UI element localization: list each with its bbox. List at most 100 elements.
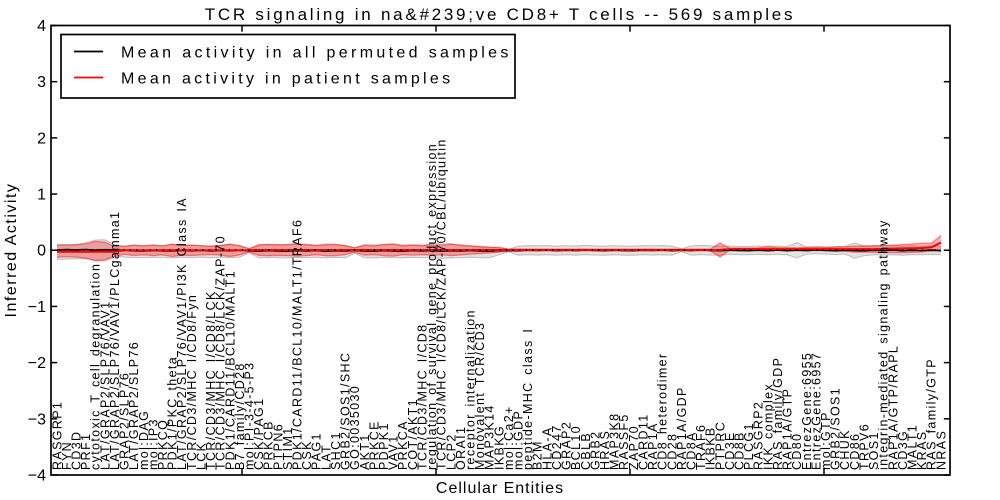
svg-text:mol:GDP: mol:GDP (512, 410, 526, 470)
svg-text:CARD11: CARD11 (636, 414, 650, 471)
svg-text:CD247: CD247 (550, 424, 564, 470)
svg-text:TCR/CD3/MHC I/CD8/LCK/ZAP-70/C: TCR/CD3/MHC I/CD8/LCK/ZAP-70/CBL/ubiquit… (435, 138, 449, 470)
svg-text:GRB2: GRB2 (588, 431, 602, 470)
svg-text:RAP1A/GDP: RAP1A/GDP (675, 386, 689, 470)
svg-text:LAT: LAT (319, 444, 333, 470)
svg-text:−4: −4 (28, 467, 46, 484)
svg-text:RASGRP2: RASGRP2 (752, 401, 766, 470)
svg-text:Monovalent TCR/CD3: Monovalent TCR/CD3 (473, 322, 487, 470)
svg-text:mol:IP3: mol:IP3 (146, 418, 160, 470)
svg-text:PRKCE: PRKCE (367, 420, 381, 470)
svg-text:RAS family/GDP: RAS family/GDP (771, 357, 785, 470)
svg-text:mol:GTP: mol:GTP (819, 411, 833, 470)
svg-text:3: 3 (37, 74, 46, 91)
svg-text:MAP3K14: MAP3K14 (483, 404, 497, 470)
svg-text:TCR/CD3/MHC I/CD8/LCK: TCR/CD3/MHC I/CD8/LCK (204, 290, 218, 470)
svg-text:PTPRC: PTPRC (713, 421, 727, 470)
svg-text:TCR/CD3/MHC I/CD8: TCR/CD3/MHC I/CD8 (415, 324, 429, 470)
svg-text:GRAP2/SLP76: GRAP2/SLP76 (118, 372, 132, 470)
svg-text:TCR/CD3/MHC I/CD8/LCK/ZAP-70: TCR/CD3/MHC I/CD8/LCK/ZAP-70 (214, 235, 228, 470)
svg-text:KRAS: KRAS (915, 431, 929, 470)
svg-text:CSK/PAG1: CSK/PAG1 (252, 398, 266, 470)
svg-text:TRAF6: TRAF6 (694, 424, 708, 470)
svg-text:LAT/GRAP2/SLP76/VAV1: LAT/GRAP2/SLP76/VAV1 (98, 301, 112, 470)
svg-text:FYN: FYN (60, 441, 74, 470)
svg-text:B2M: B2M (531, 440, 545, 470)
svg-text:PRKCB: PRKCB (262, 420, 276, 470)
svg-text:integrin-mediated signaling pa: integrin-mediated signaling pathway (877, 219, 891, 470)
svg-text:CHUK: CHUK (838, 429, 852, 470)
svg-text:VAV1: VAV1 (387, 434, 401, 470)
svg-text:IKBKB: IKBKB (704, 426, 718, 470)
svg-text:regulation of survival gene pr: regulation of survival gene product expr… (425, 143, 439, 470)
svg-text:LCP2: LCP2 (444, 433, 458, 470)
svg-text:MALT1: MALT1 (906, 424, 920, 470)
svg-text:ORAI1: ORAI1 (454, 426, 468, 470)
svg-text:RAP1A: RAP1A (646, 422, 660, 470)
svg-text:BCL10: BCL10 (569, 425, 583, 470)
svg-text:Mean activity in all permuted: Mean activity in all permuted samples (121, 45, 512, 62)
svg-text:CD80: CD80 (790, 433, 804, 470)
svg-text:ZAP70: ZAP70 (627, 425, 641, 470)
svg-text:−3: −3 (28, 411, 46, 428)
svg-text:Inferred Activity: Inferred Activity (3, 183, 20, 318)
svg-text:PDPK1: PDPK1 (377, 422, 391, 470)
svg-text:TRPV6: TRPV6 (857, 423, 871, 470)
svg-text:CD28: CD28 (665, 433, 679, 470)
svg-text:mol:DAG: mol:DAG (137, 410, 151, 470)
svg-text:−2: −2 (28, 355, 46, 372)
svg-text:CBLB: CBLB (579, 432, 593, 470)
svg-text:LAT/GRAP2/SLP76: LAT/GRAP2/SLP76 (127, 341, 141, 470)
svg-text:PDK1/CARD11/BCL10/MALT1: PDK1/CARD11/BCL10/MALT1 (223, 270, 237, 470)
svg-text:LAT/GRAP2/SLP76/VAV1/PI3K Clas: LAT/GRAP2/SLP76/VAV1/PI3K Class IA (175, 197, 189, 470)
svg-text:Mean activity in patient sampl: Mean activity in patient samples (121, 71, 453, 88)
svg-text:GRAP2: GRAP2 (560, 421, 574, 470)
svg-text:PRF1: PRF1 (79, 433, 93, 470)
svg-text:SOS1: SOS1 (867, 431, 881, 470)
svg-text:PRKCQ: PRKCQ (156, 419, 170, 470)
svg-text:IKBKG: IKBKG (492, 425, 506, 470)
svg-text:CD8 heterodimer: CD8 heterodimer (656, 353, 670, 470)
svg-text:1: 1 (37, 187, 46, 204)
svg-text:CD86: CD86 (848, 433, 862, 470)
svg-text:RAP1A/GTP/RAPL: RAP1A/GTP/RAPL (886, 345, 900, 470)
svg-text:0: 0 (37, 243, 46, 260)
svg-text:EntrezGene:6957: EntrezGene:6957 (809, 352, 823, 470)
svg-text:B7 family/CD28: B7 family/CD28 (233, 362, 247, 470)
svg-text:RAP1A/GTP: RAP1A/GTP (781, 388, 795, 470)
svg-text:TCR signaling in na&#239;ve CD: TCR signaling in na&#239;ve CD8+ T cells… (205, 5, 795, 24)
svg-text:LCK: LCK (194, 442, 208, 470)
svg-text:HRAS: HRAS (598, 430, 612, 470)
svg-text:STIM1: STIM1 (281, 426, 295, 470)
svg-text:MAP3K8: MAP3K8 (608, 413, 622, 470)
svg-text:TCR/CD3/MHC I/CD8/Fyn: TCR/CD3/MHC I/CD8/Fyn (185, 294, 199, 470)
svg-text:CD3E: CD3E (723, 431, 737, 470)
svg-text:2: 2 (37, 130, 46, 147)
svg-text:CD8B: CD8B (733, 431, 747, 470)
svg-text:LAT/GRAP2/SLP76/VAV1/PLCgamma1: LAT/GRAP2/SLP76/VAV1/PLCgamma1 (108, 211, 122, 470)
svg-text:SHC1: SHC1 (329, 431, 343, 470)
svg-text:peptide-MHC class I: peptide-MHC class I (521, 328, 535, 470)
svg-text:PTPN6: PTPN6 (271, 423, 285, 470)
svg-text:PAG1: PAG1 (310, 432, 324, 470)
svg-text:cytotoxic T cell degranulation: cytotoxic T cell degranulation (89, 263, 103, 470)
svg-text:GRB2/SOS1/SHC: GRB2/SOS1/SHC (339, 352, 353, 470)
svg-text:receptor internalization: receptor internalization (464, 309, 478, 470)
svg-text:CD8A: CD8A (685, 431, 699, 470)
svg-text:GO:0035030: GO:0035030 (348, 385, 362, 470)
svg-text:CD3D: CD3D (70, 431, 84, 470)
svg-text:NRAS: NRAS (934, 430, 948, 470)
svg-text:GRB2/SOS1: GRB2/SOS1 (829, 387, 843, 470)
svg-text:−1: −1 (28, 299, 46, 316)
svg-text:CSK: CSK (300, 440, 314, 470)
svg-text:Cellular Entities: Cellular Entities (436, 480, 564, 497)
svg-text:RAS family/GTP: RAS family/GTP (925, 358, 939, 470)
svg-text:EntrezGene:6955: EntrezGene:6955 (800, 352, 814, 470)
svg-text:PLCG1: PLCG1 (742, 422, 756, 470)
svg-text:AKT1: AKT1 (358, 433, 372, 470)
svg-text:IKK complex: IKK complex (761, 383, 775, 470)
svg-text:RASGRP1: RASGRP1 (50, 401, 64, 470)
svg-text:mol:Ca2+: mol:Ca2+ (502, 405, 516, 470)
svg-text:mol:PI-3-4-5-P3: mol:PI-3-4-5-P3 (243, 362, 257, 470)
svg-text:PDK1/PKC theta: PDK1/PKC theta (166, 356, 180, 470)
